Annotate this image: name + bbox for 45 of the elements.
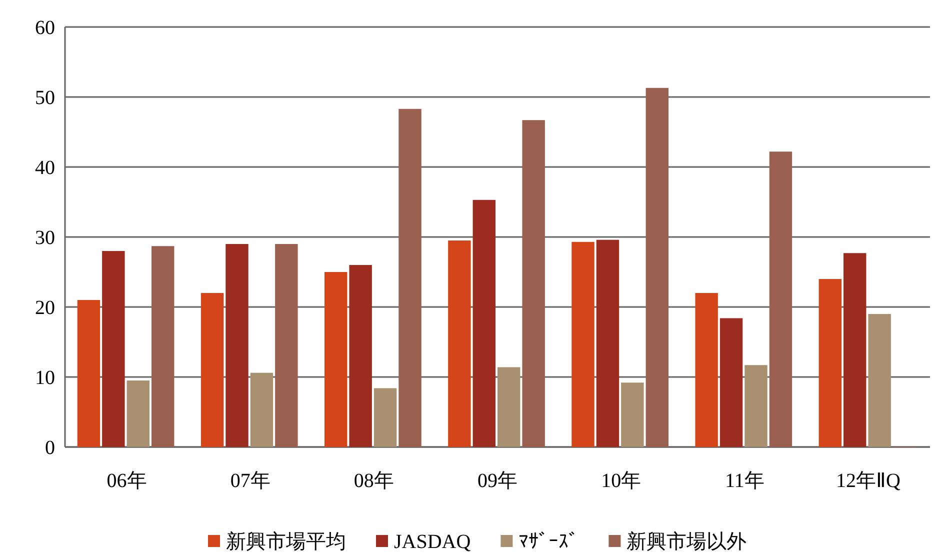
bar [720, 318, 743, 447]
x-tick-label: 09年 [478, 470, 518, 492]
bar [868, 314, 891, 447]
bar [349, 265, 372, 447]
x-tick-label: 12年ⅡQ [836, 470, 901, 492]
bar [769, 152, 792, 447]
y-tick-label: 30 [35, 227, 55, 249]
x-tick-label: 11年 [725, 470, 764, 492]
legend-label: 新興市場平均 [226, 531, 346, 553]
y-tick-label: 20 [35, 297, 55, 319]
bar [818, 279, 842, 447]
bar [324, 272, 348, 447]
bar [152, 246, 174, 447]
bar [498, 367, 520, 447]
bar [522, 120, 545, 447]
bar [398, 108, 422, 447]
y-tick-label: 0 [45, 437, 55, 459]
y-tick-label: 10 [35, 367, 55, 389]
bar [448, 240, 471, 447]
bar [596, 240, 620, 447]
bar [646, 88, 668, 447]
bar [126, 380, 150, 447]
y-tick-label: 50 [35, 87, 55, 109]
bar [226, 244, 248, 447]
bar [275, 244, 298, 447]
x-tick-label: 10年 [601, 470, 642, 492]
y-tick-label: 60 [35, 17, 55, 39]
bar [744, 365, 768, 447]
bar [695, 293, 718, 447]
bar [621, 382, 644, 447]
x-tick-label: 08年 [354, 470, 394, 492]
bar [200, 293, 224, 447]
x-tick-label: 07年 [230, 470, 270, 492]
bar [77, 300, 100, 447]
y-tick-label: 40 [35, 157, 55, 179]
legend-label: ﾏｻﾞｰｽﾞ [518, 531, 579, 553]
bar [572, 242, 594, 447]
legend-label: JASDAQ [394, 531, 472, 553]
x-tick-label: 06年 [106, 470, 147, 492]
legend-label: 新興市場以外 [626, 531, 747, 553]
bar [844, 253, 866, 447]
bar [374, 388, 397, 447]
bar [250, 372, 274, 447]
bar [472, 200, 496, 447]
bar [102, 251, 125, 447]
